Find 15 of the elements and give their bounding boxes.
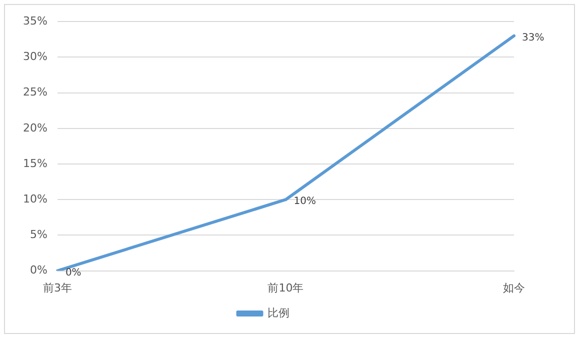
data-label: 33% bbox=[522, 32, 544, 44]
x-tick-label: 前3年 bbox=[42, 281, 72, 294]
y-tick-label: 30% bbox=[22, 50, 48, 64]
y-tick-label: 25% bbox=[22, 86, 48, 99]
legend-label: 比例 bbox=[267, 306, 290, 320]
x-tick-label: 前10年 bbox=[268, 281, 304, 294]
y-tick-label: 35% bbox=[22, 14, 48, 28]
y-tick-label: 0% bbox=[30, 264, 48, 277]
y-tick-label: 15% bbox=[22, 156, 48, 170]
x-tick-label: 如今 bbox=[503, 281, 525, 294]
y-tick-label: 5% bbox=[30, 228, 48, 242]
y-tick-label: 20% bbox=[22, 121, 48, 134]
y-tick-label: 10% bbox=[22, 192, 48, 206]
data-label: 0% bbox=[65, 267, 82, 278]
data-label: 10% bbox=[294, 196, 316, 208]
